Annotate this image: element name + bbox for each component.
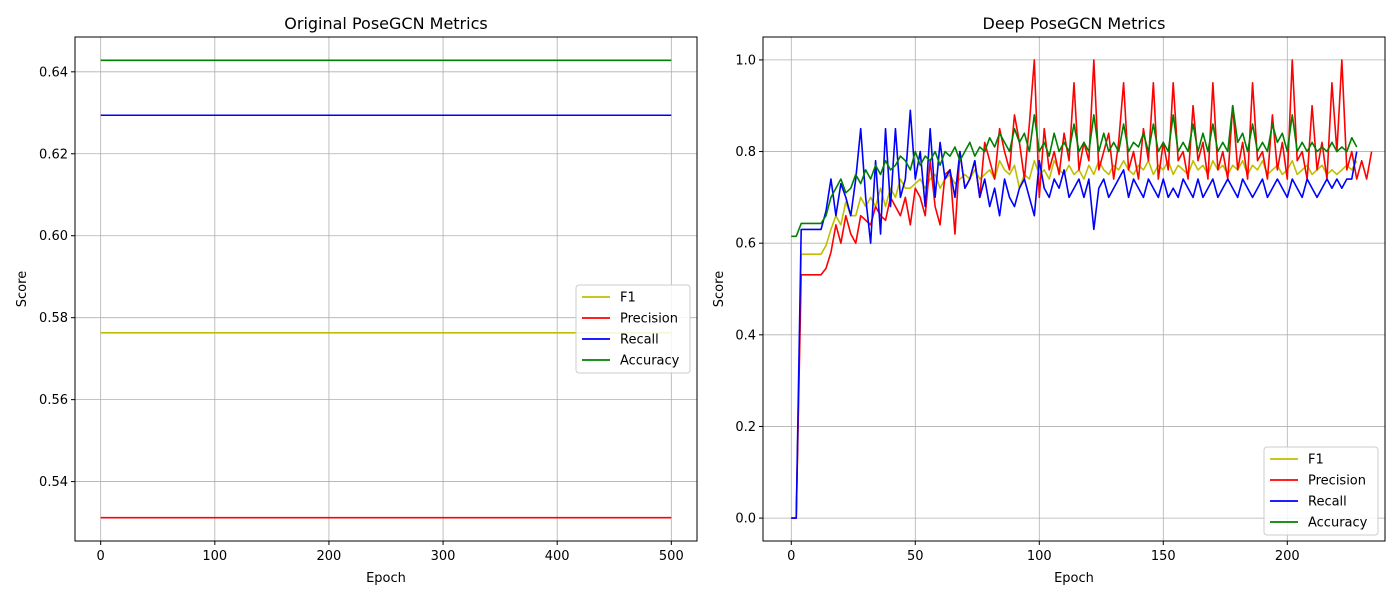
y-tick-label: 0.2 <box>735 420 756 435</box>
y-tick-label: 1.0 <box>735 53 756 68</box>
x-tick-label: 500 <box>659 549 684 564</box>
x-tick-label: 0 <box>787 549 795 564</box>
legend-box <box>1263 446 1379 536</box>
x-tick-label: 0 <box>97 549 105 564</box>
chart-title: Original PoseGCN Metrics <box>284 14 487 33</box>
x-tick-label: 400 <box>545 549 570 564</box>
x-tick-label: 200 <box>317 549 342 564</box>
y-tick-label: 0.0 <box>735 512 756 527</box>
legend-label-f1: F1 <box>1308 453 1324 468</box>
y-tick-label: 0.54 <box>39 475 68 490</box>
series-line-recall <box>791 109 1358 519</box>
legend-label-accuracy: Accuracy <box>1308 516 1368 531</box>
y-tick-label: 0.4 <box>735 328 756 343</box>
legend-label-accuracy: Accuracy <box>620 354 680 369</box>
series-line-f1 <box>791 159 1358 519</box>
x-tick-label: 300 <box>431 549 456 564</box>
y-tick-label: 0.60 <box>39 229 68 244</box>
legend-label-f1: F1 <box>620 291 636 306</box>
y-axis-label: Score <box>712 271 727 307</box>
x-axis-label: Epoch <box>366 571 406 586</box>
legend-box <box>575 284 691 374</box>
y-tick-label: 0.56 <box>39 393 68 408</box>
chart-title: Deep PoseGCN Metrics <box>983 14 1166 33</box>
x-tick-label: 100 <box>202 549 227 564</box>
y-tick-label: 0.62 <box>39 147 68 162</box>
series-line-accuracy <box>791 104 1358 238</box>
series-line-precision <box>791 59 1373 519</box>
x-tick-label: 200 <box>1275 549 1300 564</box>
axes-frame <box>74 36 698 542</box>
axes-frame <box>762 36 1386 542</box>
y-tick-label: 0.6 <box>735 237 756 252</box>
y-tick-label: 0.58 <box>39 311 68 326</box>
y-tick-label: 0.8 <box>735 145 756 160</box>
x-axis-label: Epoch <box>1054 571 1094 586</box>
legend: F1 Precision Recall Accuracy <box>1263 446 1379 536</box>
chart-deep-posegcn: 0 50 100 150 200 0.0 0.2 0.4 0.6 0.8 1.0 Deep PoseG… <box>712 14 1386 586</box>
legend-label-precision: Precision <box>1308 474 1366 489</box>
chart-original-posegcn: 0 100 200 300 400 500 0.54 0.56 0.58 0.60 0.62 0.64… <box>15 14 698 586</box>
legend: F1 Precision Recall Accuracy <box>575 284 691 374</box>
x-tick-label: 100 <box>1027 549 1052 564</box>
legend-label-recall: Recall <box>1308 495 1347 510</box>
x-tick-label: 50 <box>907 549 924 564</box>
legend-label-recall: Recall <box>620 333 659 348</box>
y-axis-label: Score <box>15 271 30 307</box>
y-tick-label: 0.64 <box>39 65 68 80</box>
legend-label-precision: Precision <box>620 312 678 327</box>
x-tick-label: 150 <box>1151 549 1176 564</box>
